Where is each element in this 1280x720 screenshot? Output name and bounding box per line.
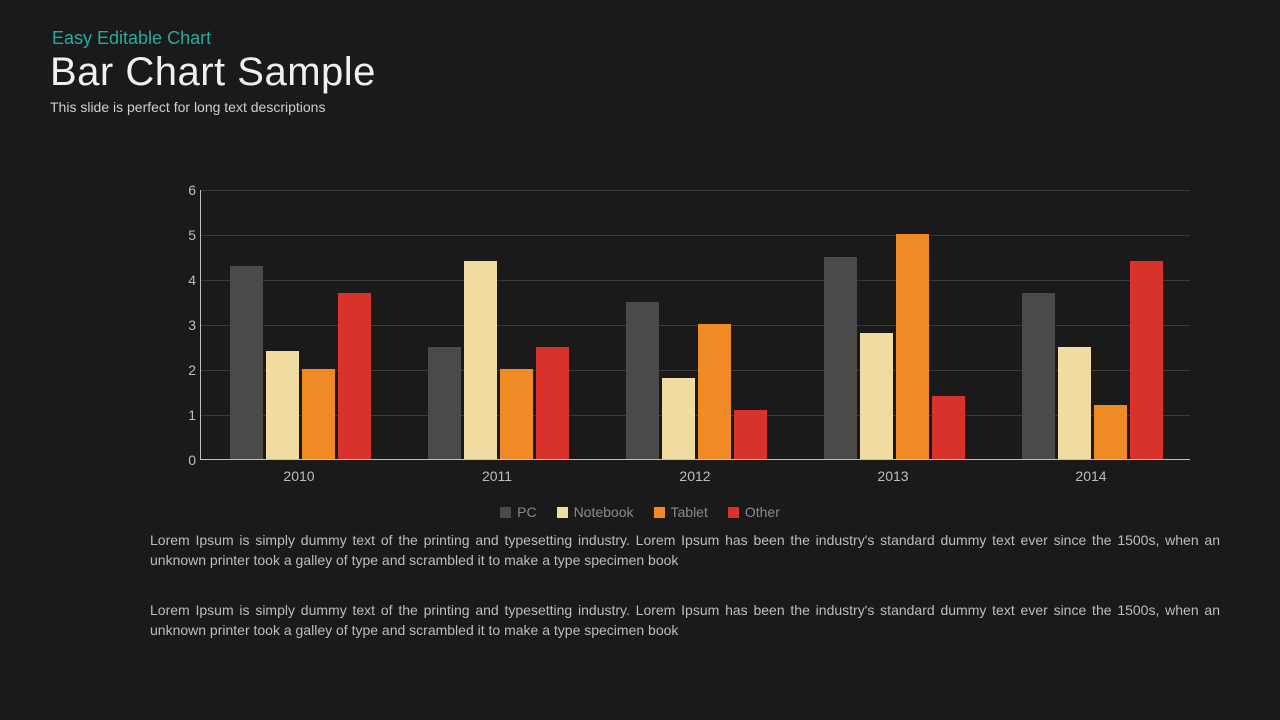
bar-chart: 0123456 20102011201220132014 <box>160 190 1190 490</box>
legend-item: Notebook <box>557 504 634 520</box>
bar <box>230 266 263 460</box>
y-tick-label: 0 <box>176 452 196 468</box>
bar <box>860 333 893 459</box>
bar <box>1022 293 1055 460</box>
y-tick-label: 5 <box>176 227 196 243</box>
bar <box>1130 261 1163 459</box>
bar <box>896 234 929 459</box>
legend-swatch <box>500 507 511 518</box>
bar <box>536 347 569 460</box>
legend-label: PC <box>517 504 536 520</box>
x-tick-label: 2011 <box>482 468 512 484</box>
bar <box>338 293 371 460</box>
bar <box>1058 347 1091 460</box>
legend-swatch <box>728 507 739 518</box>
slide: Easy Editable Chart Bar Chart Sample Thi… <box>0 0 1280 720</box>
legend-item: Other <box>728 504 780 520</box>
legend-item: Tablet <box>654 504 708 520</box>
eyebrow: Easy Editable Chart <box>52 28 1230 49</box>
legend-label: Other <box>745 504 780 520</box>
grid-line <box>201 280 1190 281</box>
legend-swatch <box>654 507 665 518</box>
legend-label: Notebook <box>574 504 634 520</box>
grid-line <box>201 235 1190 236</box>
page-title: Bar Chart Sample <box>50 51 1230 93</box>
legend: PC Notebook Tablet Other <box>0 504 1280 521</box>
bar <box>824 257 857 460</box>
bar <box>302 369 335 459</box>
legend-swatch <box>557 507 568 518</box>
bar <box>662 378 695 459</box>
bar <box>428 347 461 460</box>
x-tick-label: 2014 <box>1075 468 1106 484</box>
bar <box>698 324 731 459</box>
y-tick-label: 2 <box>176 362 196 378</box>
bar <box>932 396 965 459</box>
y-tick-label: 6 <box>176 182 196 198</box>
y-tick-label: 4 <box>176 272 196 288</box>
grid-line <box>201 190 1190 191</box>
paragraph-2: Lorem Ipsum is simply dummy text of the … <box>150 600 1220 641</box>
legend-label: Tablet <box>671 504 708 520</box>
bar <box>626 302 659 460</box>
x-tick-label: 2012 <box>679 468 710 484</box>
plot-area <box>200 190 1190 460</box>
y-tick-label: 1 <box>176 407 196 423</box>
y-tick-label: 3 <box>176 317 196 333</box>
bar <box>266 351 299 459</box>
x-tick-label: 2013 <box>877 468 908 484</box>
x-tick-label: 2010 <box>283 468 314 484</box>
bar <box>500 369 533 459</box>
page-subtitle: This slide is perfect for long text desc… <box>50 99 1230 115</box>
paragraph-1: Lorem Ipsum is simply dummy text of the … <box>150 530 1220 571</box>
bar <box>1094 405 1127 459</box>
legend-item: PC <box>500 504 536 520</box>
bar <box>464 261 497 459</box>
bar <box>734 410 767 460</box>
